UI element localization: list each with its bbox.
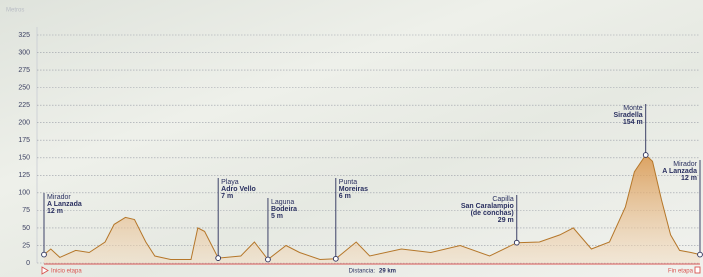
annotation-point [42,252,47,257]
page: Metros 0 25 50 75 100 125 150 175 200 225 250 275 30… [0,0,703,277]
annotation-name: (de conchas) [471,210,514,217]
annotation-point [698,252,703,257]
end-label: Fin etapa [668,269,694,275]
y-tick-label: 300 [18,49,30,56]
y-axis-label: Metros [6,8,24,14]
annotation-value: 12 m [47,208,63,215]
y-tick-label: 0 [26,260,30,267]
annotation-name: Siradella [614,112,643,119]
annotation-value: 29 m [498,217,514,224]
start-label: Inicio etapa [51,269,82,275]
y-tick-label: 25 [22,242,30,249]
annotation-label: Playa [221,179,239,186]
y-tick-label: 125 [18,172,30,179]
annotation-value: 12 m [681,175,697,182]
annotation-label: Mirador [47,194,71,201]
annotation-point [643,153,648,158]
annotation-label: Capilla [492,196,514,203]
annotation-value: 5 m [271,213,283,220]
annotation-point [514,240,519,245]
annotation-label: Laguna [271,199,294,206]
annotation-name: Moreiras [339,186,368,193]
annotation-name: A Lanzada [47,201,82,208]
y-tick-label: 250 [18,84,30,91]
annotation-name: Bodeira [271,206,297,213]
elevation-area [44,155,700,263]
annotation-name: Adro Vello [221,186,256,193]
annotation-value: 154 m [623,119,643,126]
y-tick-label: 200 [18,120,30,127]
annotation-name: San Caralampio [461,203,514,210]
y-tick-label: 275 [18,67,30,74]
annotation-value: 7 m [221,193,233,200]
annotation-label: Monte [623,105,643,112]
y-tick-label: 100 [18,190,30,197]
annotation-point [216,256,221,261]
chart: Metros 0 25 50 75 100 125 150 175 200 225 250 275 30… [0,0,703,277]
y-tick-label: 150 [18,155,30,162]
annotation-value: 6 m [339,193,351,200]
annotation-label: Punta [339,179,357,186]
annotation-point [333,256,338,261]
end-icon [695,267,700,273]
annotation-point [266,257,271,262]
annotation-name: A Lanzada [662,168,697,175]
annotation-label: Mirador [673,161,697,168]
y-tick-label: 325 [18,32,30,39]
start-icon [42,267,48,274]
y-tick-label: 50 [22,225,30,232]
x-axis-label: Distancia: [349,269,376,275]
y-tick-label: 175 [18,137,30,144]
y-tick-label: 75 [22,207,30,214]
y-tick-label: 225 [18,102,30,109]
distance: 29 km [379,269,396,275]
